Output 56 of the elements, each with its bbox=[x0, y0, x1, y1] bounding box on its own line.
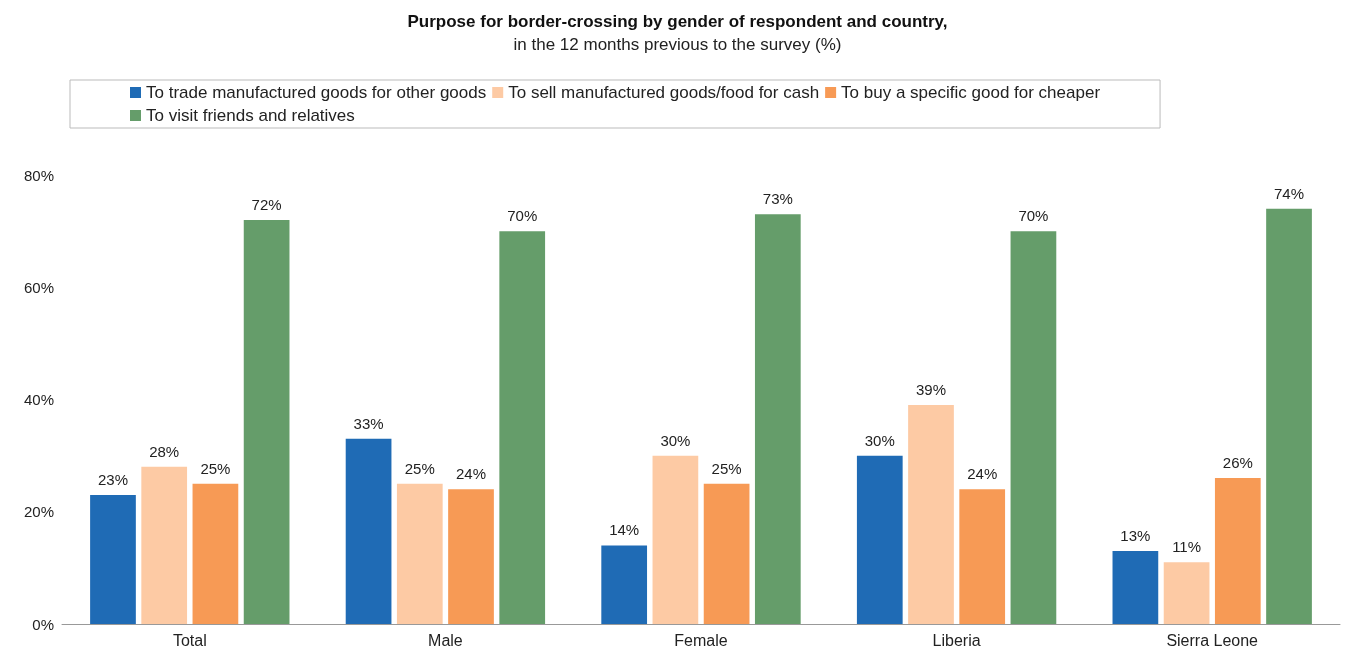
bar bbox=[499, 231, 546, 624]
y-tick-label: 20% bbox=[23, 503, 54, 521]
bar bbox=[1112, 551, 1159, 624]
bar bbox=[243, 219, 290, 624]
bar bbox=[652, 455, 699, 624]
bar bbox=[601, 545, 648, 624]
data-label: 33% bbox=[353, 414, 384, 432]
bar bbox=[856, 455, 903, 624]
bar bbox=[1266, 208, 1312, 624]
y-tick-label: 40% bbox=[23, 391, 54, 408]
bar bbox=[448, 489, 494, 624]
data-label: 70% bbox=[507, 207, 538, 225]
data-label: 39% bbox=[915, 381, 947, 399]
data-label: 30% bbox=[660, 431, 691, 449]
bar bbox=[345, 438, 392, 624]
data-label: 11% bbox=[1172, 538, 1202, 556]
x-tick-label: Female bbox=[674, 631, 728, 649]
legend-label: To sell manufactured goods/food for cash bbox=[508, 83, 820, 102]
data-label: 74% bbox=[1274, 184, 1305, 202]
data-label: 26% bbox=[1222, 454, 1253, 472]
data-label: 70% bbox=[1018, 207, 1049, 225]
legend-label: To trade manufactured goods for other goods bbox=[146, 83, 487, 102]
data-label: 24% bbox=[967, 465, 998, 483]
chart-title: Purpose for border-crossing by gender of respondent and country, bbox=[407, 12, 948, 31]
data-label: 25% bbox=[711, 459, 742, 477]
bar bbox=[754, 214, 801, 624]
data-label: 23% bbox=[97, 470, 128, 488]
data-label: 73% bbox=[762, 190, 793, 208]
x-tick-label: Male bbox=[428, 631, 463, 649]
y-tick-label: 0% bbox=[32, 615, 54, 633]
legend-label: To visit friends and relatives bbox=[146, 106, 355, 125]
bar bbox=[959, 489, 1006, 624]
bar bbox=[1214, 478, 1261, 624]
legend-label: To buy a specific good for cheaper bbox=[841, 83, 1101, 102]
bar bbox=[908, 405, 954, 624]
data-label: 13% bbox=[1120, 527, 1151, 545]
bar bbox=[192, 483, 239, 624]
bar bbox=[396, 483, 443, 624]
y-tick-label: 80% bbox=[23, 166, 54, 184]
data-label: 25% bbox=[200, 459, 231, 477]
bar bbox=[141, 466, 188, 624]
bar bbox=[1010, 231, 1057, 624]
x-tick-label: Sierra Leone bbox=[1166, 631, 1259, 649]
data-label: 24% bbox=[455, 465, 487, 483]
data-label: 25% bbox=[404, 459, 435, 477]
data-label: 72% bbox=[251, 195, 282, 213]
bar bbox=[703, 483, 750, 624]
data-label: 30% bbox=[864, 431, 895, 449]
x-tick-label: Total bbox=[172, 631, 207, 649]
y-tick-label: 60% bbox=[23, 278, 54, 296]
bar bbox=[1163, 562, 1210, 624]
chart-subtitle: in the 12 months previous to the survey (%) bbox=[513, 35, 842, 54]
bar bbox=[90, 494, 136, 624]
data-label: 28% bbox=[149, 442, 180, 460]
x-tick-label: Liberia bbox=[932, 631, 981, 649]
data-label: 14% bbox=[609, 521, 640, 539]
